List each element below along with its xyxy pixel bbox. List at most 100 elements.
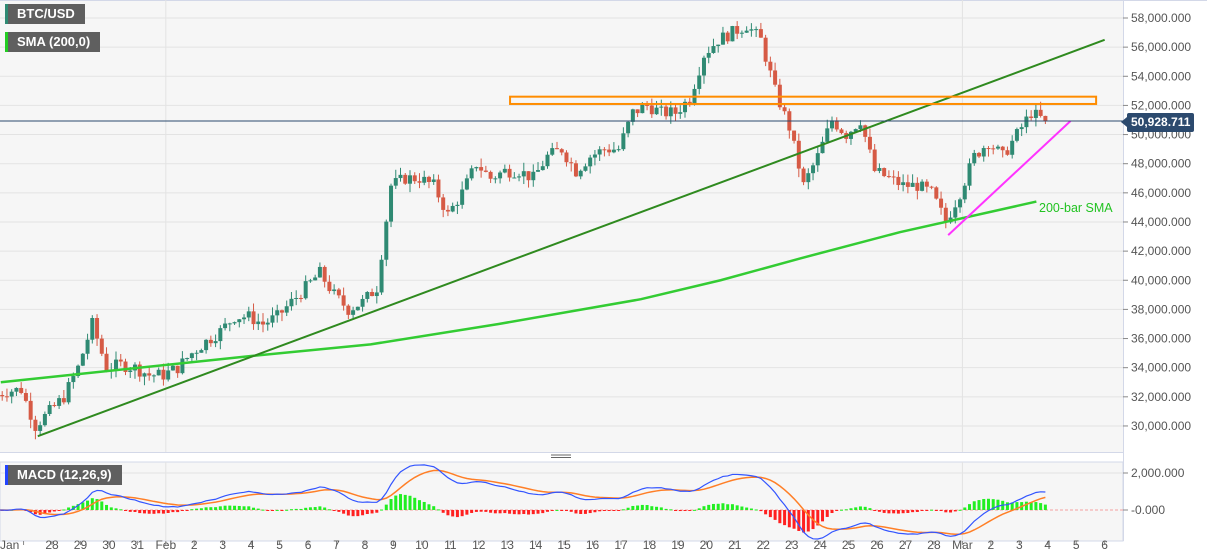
candle-down <box>801 166 806 186</box>
candle-up <box>630 108 635 126</box>
candle-down <box>412 172 417 185</box>
candle-up <box>521 162 526 185</box>
candle-body <box>602 149 607 151</box>
candle-body <box>1038 109 1043 116</box>
macd-histogram-bar <box>911 510 915 513</box>
candle-body <box>137 364 142 377</box>
macd-histogram-bar <box>546 510 550 512</box>
y-tick-label: 40,000.000 <box>1131 273 1191 287</box>
candle-body <box>597 149 602 155</box>
candle-body <box>232 322 237 324</box>
candle-body <box>768 61 773 71</box>
macd-histogram-bar <box>52 510 56 512</box>
candle-up <box>227 322 232 332</box>
candle-body <box>569 162 574 164</box>
x-tick-label: Feb <box>155 538 176 552</box>
macd-histogram-bar <box>57 510 61 511</box>
candle-body <box>251 311 256 325</box>
candle-down <box>298 294 303 303</box>
candle-body <box>76 365 81 377</box>
candle-down <box>426 175 431 189</box>
candle-down <box>573 160 578 178</box>
macd-histogram-bar <box>664 508 668 510</box>
candle-down <box>341 287 346 311</box>
candle-up <box>332 284 337 295</box>
candle-body <box>289 298 294 307</box>
x-tick-label: 28 <box>45 538 59 552</box>
macd-histogram-bar <box>233 505 237 510</box>
candle-body <box>739 32 744 34</box>
macd-histogram-bar <box>986 498 990 510</box>
candle-down <box>986 146 991 157</box>
macd-histogram-bar <box>152 510 156 514</box>
candle-body <box>626 121 631 134</box>
candle-body <box>678 112 683 114</box>
macd-histogram-bar <box>465 510 469 515</box>
candle-up <box>517 173 522 182</box>
candle-up <box>901 174 906 192</box>
y-tick-label: 58,000.000 <box>1131 11 1191 25</box>
macd-histogram-bar <box>873 510 877 511</box>
macd-histogram-bar <box>920 510 924 511</box>
macd-histogram-bar <box>711 503 715 510</box>
candle-up <box>474 166 479 172</box>
candle-body <box>929 186 934 188</box>
macd-histogram-bar <box>237 505 241 510</box>
candle-up <box>294 290 299 306</box>
candle-body <box>915 182 920 191</box>
candle-body <box>19 387 24 394</box>
candle-down <box>261 313 266 333</box>
current-price-tag: 50,928.711 <box>1120 113 1195 132</box>
candle-body <box>422 176 427 183</box>
x-tick-label: Mar <box>952 538 973 552</box>
candle-body <box>80 353 85 366</box>
macd-histogram-bar <box>915 510 919 512</box>
candle-up <box>540 160 545 171</box>
candle-body <box>431 179 436 183</box>
macd-histogram-bar <box>735 505 739 510</box>
candle-body <box>697 75 702 89</box>
candle-body <box>114 359 119 370</box>
candle-down <box>436 174 441 203</box>
candle-body <box>545 154 550 167</box>
candle-body <box>858 125 863 130</box>
symbol-legend: BTC/USD <box>5 4 85 24</box>
candle-body <box>611 149 616 153</box>
candle-up <box>621 127 626 151</box>
y-tick-label: 42,000.000 <box>1131 244 1191 258</box>
macd-histogram-bar <box>825 510 829 517</box>
y-tick-label: 52,000.000 <box>1131 98 1191 112</box>
macd-histogram-bar <box>972 501 976 510</box>
candle-down <box>929 185 934 190</box>
macd-histogram-bar <box>114 508 118 510</box>
candle-body <box>664 106 669 117</box>
candle-down <box>939 191 944 215</box>
macd-histogram-bar <box>446 510 450 516</box>
macd-histogram <box>0 494 1047 533</box>
macd-histogram-bar <box>863 506 867 510</box>
candle-body <box>744 30 749 33</box>
pane-resize-handle[interactable] <box>551 454 571 458</box>
candle-down <box>1005 146 1010 156</box>
candle-up <box>389 183 394 228</box>
candle-body <box>460 189 465 205</box>
macd-histogram-bar <box>361 510 365 516</box>
candle-up <box>194 350 199 361</box>
x-tick-label: 16 <box>586 538 600 552</box>
macd-histogram-bar <box>925 510 929 511</box>
macd-histogram-bar <box>550 510 554 511</box>
x-tick-label: 18 <box>643 538 657 552</box>
candle-body <box>355 306 360 311</box>
candle-body <box>867 136 872 150</box>
candle-body <box>958 199 963 208</box>
y-tick-label: 44,000.000 <box>1131 215 1191 229</box>
candle-body <box>426 176 431 183</box>
candle-up <box>450 202 455 213</box>
macd-histogram-bar <box>380 509 384 511</box>
macd-histogram-bar <box>399 494 403 510</box>
macd-histogram-bar <box>299 508 303 510</box>
macd-histogram-bar <box>308 507 312 510</box>
macd-histogram-bar <box>394 495 398 510</box>
candle-up <box>1019 123 1024 137</box>
